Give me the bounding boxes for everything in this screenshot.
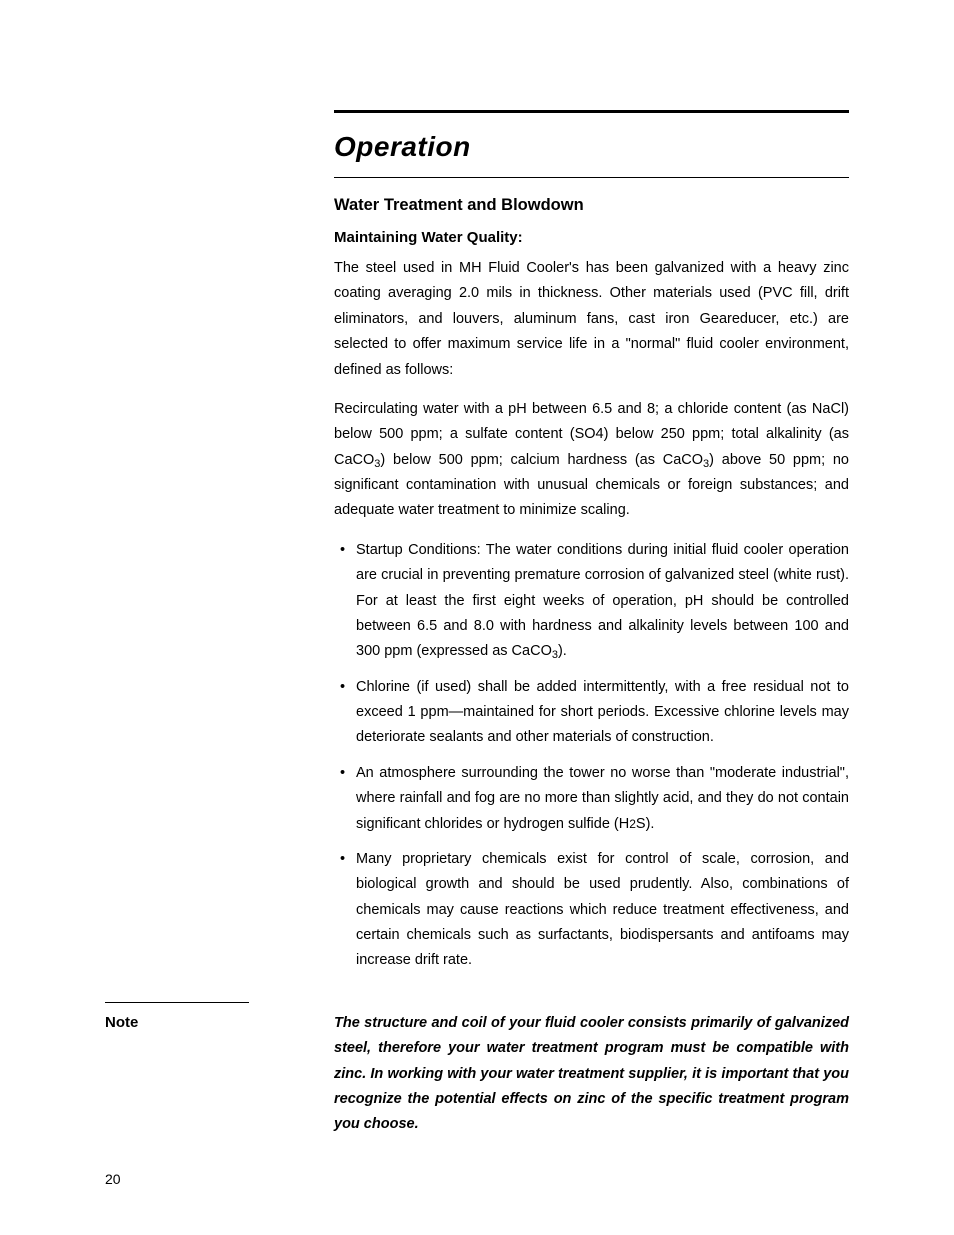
bullet3-post: S). [636, 816, 655, 832]
para2-mid: ) below 500 ppm; calcium hardness (as Ca… [380, 452, 703, 468]
subsection-subtitle: Maintaining Water Quality: [334, 229, 849, 246]
bullet1-post: ). [558, 643, 567, 659]
note-body: The structure and coil of your fluid coo… [334, 1011, 849, 1138]
bullet-item-2: Chlorine (if used) shall be added interm… [334, 675, 849, 751]
main-content: Water Treatment and Blowdown Maintaining… [334, 196, 849, 974]
bullet-item-1: Startup Conditions: The water conditions… [334, 538, 849, 665]
bullet4-pre: Many proprietary chemicals exist for con… [356, 851, 849, 969]
bullet1-sub: 3 [552, 649, 558, 661]
thick-rule-top [334, 110, 849, 113]
para2-sub1: 3 [374, 458, 380, 470]
note-label: Note [105, 1014, 249, 1031]
document-page: Operation Water Treatment and Blowdown M… [0, 0, 954, 1235]
bullet2-pre: Chlorine (if used) shall be added interm… [356, 679, 849, 746]
note-rule [105, 1002, 249, 1003]
subsection-title: Water Treatment and Blowdown [334, 196, 849, 215]
bullet1-pre: Startup Conditions: The water conditions… [356, 542, 849, 660]
bullet3-pre: An atmosphere surrounding the tower no w… [356, 765, 849, 832]
para2-sub2: 3 [703, 458, 709, 470]
bullet-item-3: An atmosphere surrounding the tower no w… [334, 761, 849, 837]
thin-rule [334, 177, 849, 178]
bullet-list: Startup Conditions: The water conditions… [334, 538, 849, 974]
bullet-item-4: Many proprietary chemicals exist for con… [334, 847, 849, 974]
page-number: 20 [105, 1171, 121, 1187]
bullet3-smallnum: 2 [629, 817, 636, 831]
note-section: Note The structure and coil of your flui… [105, 1002, 849, 1138]
paragraph-2: Recirculating water with a pH between 6.… [334, 397, 849, 524]
paragraph-1: The steel used in MH Fluid Cooler's has … [334, 256, 849, 383]
section-title: Operation [334, 131, 849, 163]
